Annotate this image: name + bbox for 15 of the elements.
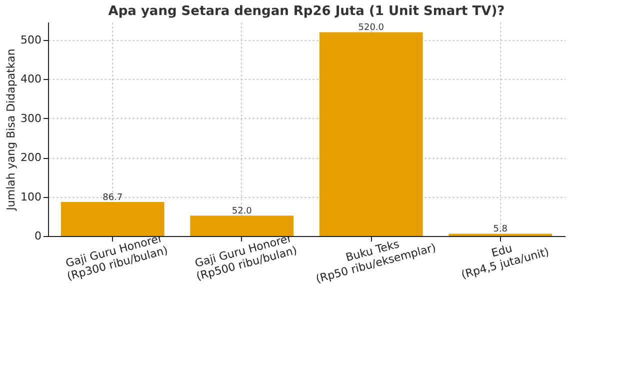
y-tick-label: 0 [34, 230, 42, 242]
y-tick-label: 400 [20, 72, 42, 86]
y-tick-label: 200 [20, 151, 42, 164]
y-tick-label: 300 [20, 112, 42, 125]
bar [60, 202, 164, 236]
y-tick-label: 100 [20, 190, 42, 204]
bar [319, 32, 423, 236]
data-label: 5.8 [493, 224, 508, 235]
bar [190, 216, 294, 236]
data-label: 52.0 [232, 206, 252, 217]
data-label: 86.7 [102, 193, 123, 204]
chart-title: Apa yang Setara dengan Rp26 Juta (1 Unit Smart TV)? [108, 4, 505, 19]
data-label: 520.0 [358, 23, 384, 34]
y-axis-title: Jumlah yang Bisa Didapatkan [4, 48, 18, 212]
y-tick-label: 500 [20, 34, 42, 47]
